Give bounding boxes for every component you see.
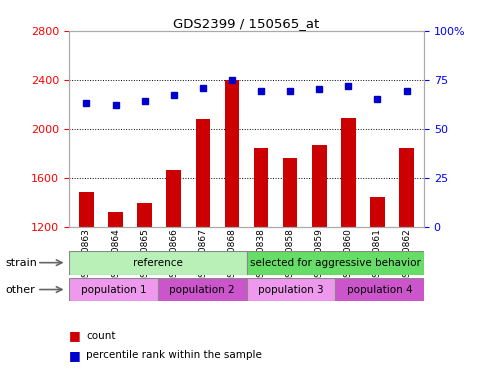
Text: population 1: population 1 [80, 285, 146, 295]
Text: population 3: population 3 [258, 285, 324, 295]
Text: other: other [5, 285, 35, 295]
Text: ■: ■ [69, 329, 81, 343]
Bar [341, 118, 355, 373]
Bar [246, 278, 335, 301]
Text: reference: reference [133, 258, 183, 268]
Text: selected for aggressive behavior: selected for aggressive behavior [250, 258, 421, 268]
Text: strain: strain [5, 258, 37, 268]
Bar [370, 197, 385, 373]
Text: ■: ■ [69, 349, 81, 362]
Bar [167, 170, 181, 373]
Bar [69, 278, 158, 301]
Bar [79, 192, 94, 373]
Text: population 2: population 2 [169, 285, 235, 295]
Text: count: count [86, 331, 116, 341]
Bar [196, 119, 210, 373]
Text: percentile rank within the sample: percentile rank within the sample [86, 350, 262, 360]
Bar [138, 203, 152, 373]
Text: population 4: population 4 [347, 285, 413, 295]
Bar [254, 148, 268, 373]
Bar [108, 212, 123, 373]
Bar [283, 158, 297, 373]
Bar [335, 278, 424, 301]
Bar [399, 148, 414, 373]
Bar [225, 80, 239, 373]
Bar [158, 278, 246, 301]
Bar [69, 251, 246, 275]
Bar [246, 251, 424, 275]
Bar [312, 144, 326, 373]
Title: GDS2399 / 150565_at: GDS2399 / 150565_at [174, 17, 319, 30]
